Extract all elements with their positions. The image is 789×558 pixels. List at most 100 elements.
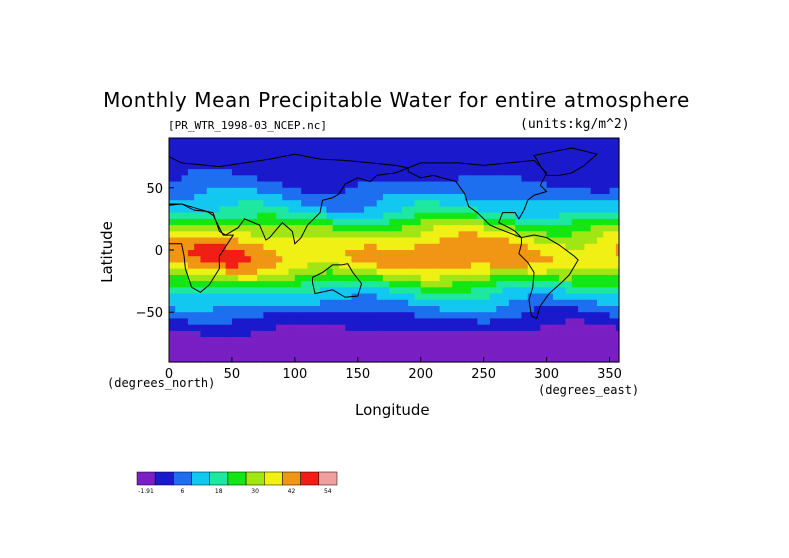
heatmap-cell — [552, 274, 560, 282]
heatmap-cell — [181, 156, 189, 164]
heatmap-cell — [590, 274, 598, 282]
heatmap-cell — [307, 156, 315, 164]
heatmap-cell — [231, 256, 239, 264]
heatmap-cell — [477, 262, 485, 270]
heatmap-cell — [452, 274, 460, 282]
heatmap-cell — [521, 181, 529, 189]
heatmap-cell — [527, 250, 535, 257]
heatmap-cell — [338, 200, 346, 208]
heatmap-cell — [376, 231, 384, 239]
heatmap-cell — [439, 225, 447, 232]
heatmap-cell — [169, 299, 176, 307]
heatmap-cell — [427, 250, 434, 257]
x-tick-label: 150 — [345, 367, 370, 382]
heatmap-cell — [250, 268, 258, 276]
heatmap-cell — [301, 194, 309, 201]
heatmap-cell — [244, 355, 252, 363]
heatmap-cell — [508, 318, 516, 326]
heatmap-cell — [471, 156, 478, 164]
heatmap-cell — [590, 262, 598, 270]
heatmap-cell — [502, 349, 510, 357]
heatmap-cell — [357, 268, 365, 276]
heatmap-cell — [420, 312, 428, 320]
heatmap-cell — [351, 162, 359, 170]
heatmap-cell — [389, 343, 397, 351]
heatmap-cell — [433, 256, 441, 264]
heatmap-cell — [200, 337, 208, 344]
heatmap-cell — [445, 318, 453, 326]
heatmap-cell — [433, 343, 441, 351]
heatmap-cell — [169, 287, 176, 295]
heatmap-cell — [345, 194, 353, 201]
heatmap-cell — [307, 355, 315, 363]
heatmap-cell — [244, 281, 252, 288]
heatmap-cell — [187, 237, 195, 245]
heatmap-cell — [225, 206, 233, 214]
heatmap-cell — [395, 150, 403, 158]
heatmap-cell — [489, 162, 497, 170]
heatmap-cell — [320, 169, 327, 176]
heatmap-cell — [263, 175, 271, 183]
heatmap-cell — [357, 218, 365, 226]
heatmap-cell — [452, 194, 460, 201]
heatmap-cell — [414, 250, 422, 257]
heatmap-cell — [275, 318, 283, 326]
heatmap-cell — [445, 324, 453, 332]
heatmap-cell — [615, 330, 620, 338]
heatmap-cell — [194, 355, 202, 363]
heatmap-cell — [571, 312, 579, 320]
heatmap-cell — [433, 268, 441, 276]
heatmap-cell — [200, 175, 208, 183]
heatmap-cell — [427, 175, 434, 183]
heatmap-cell — [219, 237, 227, 245]
heatmap-cell — [338, 330, 346, 338]
heatmap-cell — [408, 150, 416, 158]
heatmap-cell — [194, 138, 202, 145]
heatmap-cell — [169, 231, 176, 239]
heatmap-cell — [584, 318, 592, 326]
heatmap-cell — [489, 225, 497, 232]
heatmap-cell — [370, 256, 378, 264]
heatmap-cell — [364, 206, 371, 214]
heatmap-cell — [489, 312, 497, 320]
heatmap-cell — [464, 175, 472, 183]
heatmap-cell — [427, 218, 434, 226]
heatmap-cell — [584, 169, 592, 176]
heatmap-cell — [282, 343, 290, 351]
heatmap-cell — [521, 175, 529, 183]
heatmap-cell — [420, 231, 428, 239]
heatmap-cell — [584, 181, 592, 189]
heatmap-cell — [477, 250, 485, 257]
heatmap-cell — [534, 349, 541, 357]
heatmap-cell — [408, 355, 416, 363]
heatmap-cell — [540, 200, 548, 208]
heatmap-cell — [433, 194, 441, 201]
heatmap-cell — [546, 212, 554, 220]
heatmap-cell — [401, 187, 409, 195]
heatmap-cell — [565, 349, 573, 357]
heatmap-cell — [338, 150, 346, 158]
heatmap-cell — [521, 349, 529, 357]
heatmap-cell — [609, 355, 617, 363]
heatmap-cell — [464, 225, 472, 232]
heatmap-cell — [213, 299, 220, 307]
heatmap-cell — [458, 268, 466, 276]
heatmap-cell — [275, 306, 283, 313]
heatmap-cell — [357, 225, 365, 232]
heatmap-cell — [408, 231, 416, 239]
heatmap-cell — [445, 262, 453, 270]
heatmap-cell — [231, 250, 239, 257]
heatmap-cell — [288, 318, 296, 326]
heatmap-cell — [194, 343, 202, 351]
heatmap-cell — [301, 231, 309, 239]
heatmap-cell — [238, 355, 246, 363]
heatmap-cell — [332, 243, 340, 251]
heatmap-cell — [502, 231, 510, 239]
heatmap-cell — [565, 330, 573, 338]
heatmap-cell — [489, 337, 497, 344]
heatmap-cell — [338, 343, 346, 351]
heatmap-cell — [206, 274, 214, 282]
heatmap-cell — [376, 318, 384, 326]
heatmap-cell — [307, 262, 315, 270]
heatmap-cell — [496, 175, 504, 183]
